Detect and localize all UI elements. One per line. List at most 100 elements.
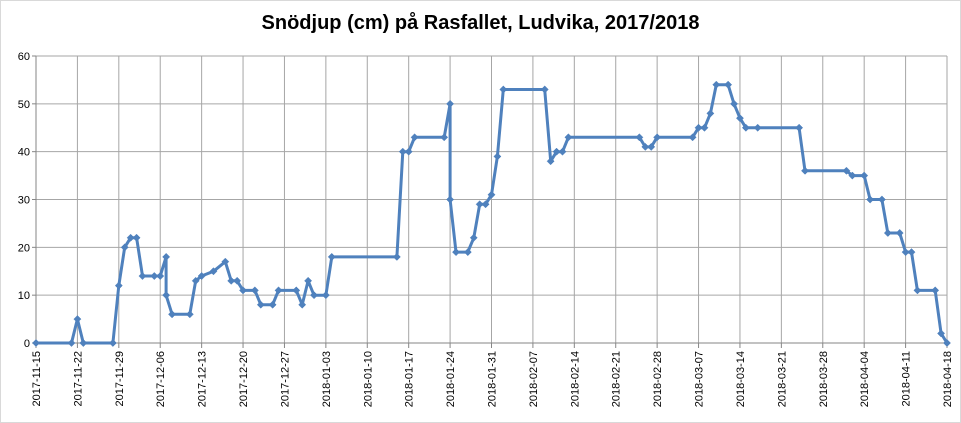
data-point-marker [150,272,159,280]
x-tick-label: 2018-04-11 [901,351,913,406]
data-point-marker [108,339,117,347]
data-point-marker [162,252,171,261]
data-point-marker [310,291,318,300]
data-point-marker [440,133,449,142]
y-tick-label: 20 [18,242,30,254]
data-point-marker [274,286,283,295]
axes [32,55,948,348]
x-tick-label: 2017-12-06 [155,351,167,407]
x-tick-label: 2018-02-21 [611,351,623,407]
data-point-marker [446,99,455,108]
data-point-marker [937,329,946,338]
data-point-marker [469,233,478,242]
data-point-marker [552,147,561,156]
x-tick-label: 2018-03-07 [694,351,706,407]
x-tick-label: 2018-03-21 [776,351,788,407]
x-tick-label: 2018-03-28 [818,351,830,407]
data-point-marker [724,80,733,89]
data-point-marker [564,133,573,142]
data-point-marker [32,339,40,347]
x-tick-label: 2018-02-28 [652,351,664,407]
y-tick-labels: 0 10 20 30 40 50 60 [18,51,30,350]
x-tick-label: 2018-01-03 [321,351,333,407]
data-point-marker [114,281,123,290]
data-point-marker [233,276,242,285]
data-point-marker [712,80,721,89]
grid-lines [36,55,948,343]
x-tick-label: 2018-01-31 [487,351,499,407]
data-point-marker [848,171,857,180]
data-point-marker [138,272,147,280]
data-point-marker [292,286,301,295]
data-point-marker [943,339,951,347]
y-tick-label: 30 [18,195,30,207]
x-tick-label: 2017-11-29 [114,351,126,406]
data-point-marker [321,291,330,300]
data-point-marker [795,123,804,132]
data-point-marker [227,276,236,285]
x-tick-label: 2017-11-15 [31,351,43,406]
x-tick-label: 2018-01-24 [445,351,457,407]
data-point-marker [883,229,892,237]
data-point-marker [463,248,472,257]
data-point-marker [635,133,644,142]
data-point-marker [688,133,697,142]
data-point-marker [452,248,460,257]
y-tick-label: 60 [18,51,30,63]
data-point-marker [126,233,135,242]
data-point-marker [860,171,869,180]
x-tick-label: 2018-01-17 [404,351,416,407]
x-tick-label: 2018-02-07 [528,351,540,407]
data-point-marker [931,286,940,295]
data-point-marker [191,276,200,285]
data-point-marker [132,233,141,242]
data-point-marker [736,114,744,123]
data-point-marker [546,157,555,166]
data-point-marker [185,310,194,319]
series-line [36,83,949,345]
data-point-marker [753,123,762,132]
data-point-marker [700,123,709,132]
data-point-marker [487,190,496,199]
data-point-marker [647,142,656,151]
data-point-marker [209,267,218,276]
x-tick-label: 2017-12-20 [238,351,250,407]
data-point-marker [493,152,502,161]
x-tick-label: 2018-04-04 [859,351,871,407]
data-point-marker [79,339,88,347]
data-point-marker [298,300,307,309]
data-point-marker [801,166,809,175]
data-point-marker [239,286,247,295]
y-tick-label: 10 [18,290,30,302]
data-point-marker [446,195,455,204]
data-point-marker [842,166,851,175]
data-point-marker [250,286,259,295]
data-point-marker [410,133,419,142]
data-point-marker [706,109,715,118]
data-point-marker [913,286,922,295]
data-point-marker [901,248,910,257]
x-tick-label: 2017-12-13 [197,351,209,407]
data-point-marker [895,229,904,237]
y-tick-label: 50 [18,99,30,111]
data-point-marker [404,147,413,156]
data-point-marker [156,272,165,280]
data-point-marker [221,257,230,266]
data-point-marker [73,315,82,324]
x-tick-label: 2017-12-27 [279,351,291,407]
chart-title: Snödjup (cm) på Rasfallet, Ludvika, 2017… [261,12,700,34]
data-point-marker [741,123,750,132]
data-point-marker [475,200,484,209]
data-point-marker [641,142,650,151]
data-point-marker [327,252,336,261]
data-point-marker [304,276,313,285]
data-point-marker [730,99,738,108]
data-point-marker [256,300,265,309]
data-point-marker [540,85,549,94]
x-tick-label: 2018-03-14 [735,351,747,407]
data-point-marker [694,123,703,132]
x-tick-labels: 2017-11-15 2017-11-22 2017-11-29 2017-12-06… [31,351,954,407]
y-tick-label: 0 [24,338,30,350]
x-tick-label: 2017-11-22 [72,351,84,406]
